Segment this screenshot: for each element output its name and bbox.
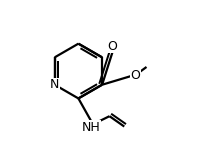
Text: NH: NH xyxy=(82,121,100,134)
Text: O: O xyxy=(130,69,140,82)
Text: O: O xyxy=(108,40,118,53)
Text: N: N xyxy=(50,78,59,91)
